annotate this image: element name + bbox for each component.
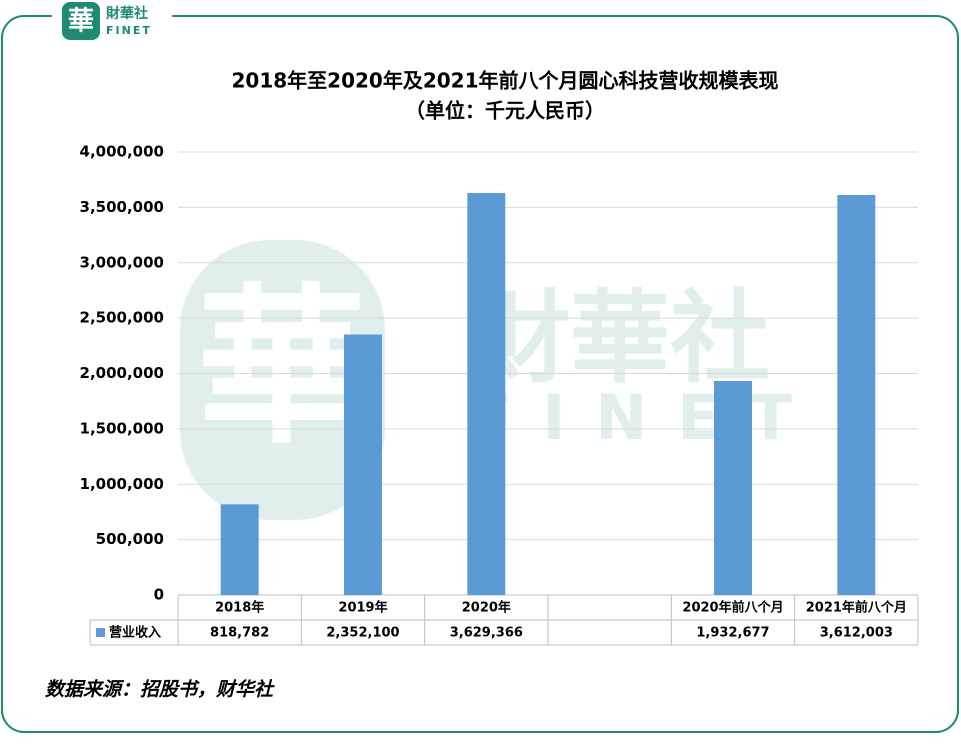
watermark-name: 財華社 xyxy=(470,279,770,396)
x-tick-label: 2021年前八个月 xyxy=(806,600,907,616)
y-tick-label: 1,500,000 xyxy=(80,419,164,437)
table-value: 1,932,677 xyxy=(696,626,769,641)
y-tick-label: 0 xyxy=(154,586,164,604)
bar xyxy=(837,194,876,595)
x-tick-label: 2020年前八个月 xyxy=(682,600,783,616)
x-tick-label: 2018年 xyxy=(215,600,264,616)
watermark-icon: 華 xyxy=(197,269,367,467)
y-tick-label: 2,000,000 xyxy=(80,364,164,382)
logo-name: 財華社 xyxy=(105,5,148,22)
chart-title: 2018年至2020年及2021年前八个月圆心科技营收规模表现 xyxy=(232,69,779,93)
y-tick-label: 3,500,000 xyxy=(80,198,164,216)
bar xyxy=(220,504,259,595)
x-tick-label: 2019年 xyxy=(338,600,387,616)
table-value: 818,782 xyxy=(210,626,269,641)
legend-swatch xyxy=(96,628,105,637)
x-tick-label: 2020年 xyxy=(462,600,511,616)
logo-icon-bg xyxy=(62,2,100,40)
bar xyxy=(344,334,382,595)
y-tick-label: 500,000 xyxy=(96,530,164,548)
legend-label: 营业收入 xyxy=(109,625,161,641)
table-value: 3,612,003 xyxy=(820,626,893,641)
table-value: 2,352,100 xyxy=(326,626,399,641)
watermark-sub: FINET xyxy=(470,381,822,454)
y-tick-label: 4,000,000 xyxy=(80,143,164,161)
logo-icon: 華 xyxy=(68,7,94,37)
bar xyxy=(714,380,752,595)
source: 数据来源：招股书，财华社 xyxy=(45,679,275,701)
logo-sub: FINET xyxy=(106,24,152,37)
chart-subtitle: （单位：千元人民币） xyxy=(405,99,605,123)
bar xyxy=(467,193,506,595)
y-tick-label: 1,000,000 xyxy=(80,475,164,493)
y-tick-label: 3,000,000 xyxy=(80,253,164,271)
y-tick-label: 2,500,000 xyxy=(80,309,164,327)
table-value: 3,629,366 xyxy=(450,626,523,641)
watermark-icon-bg xyxy=(180,240,385,520)
